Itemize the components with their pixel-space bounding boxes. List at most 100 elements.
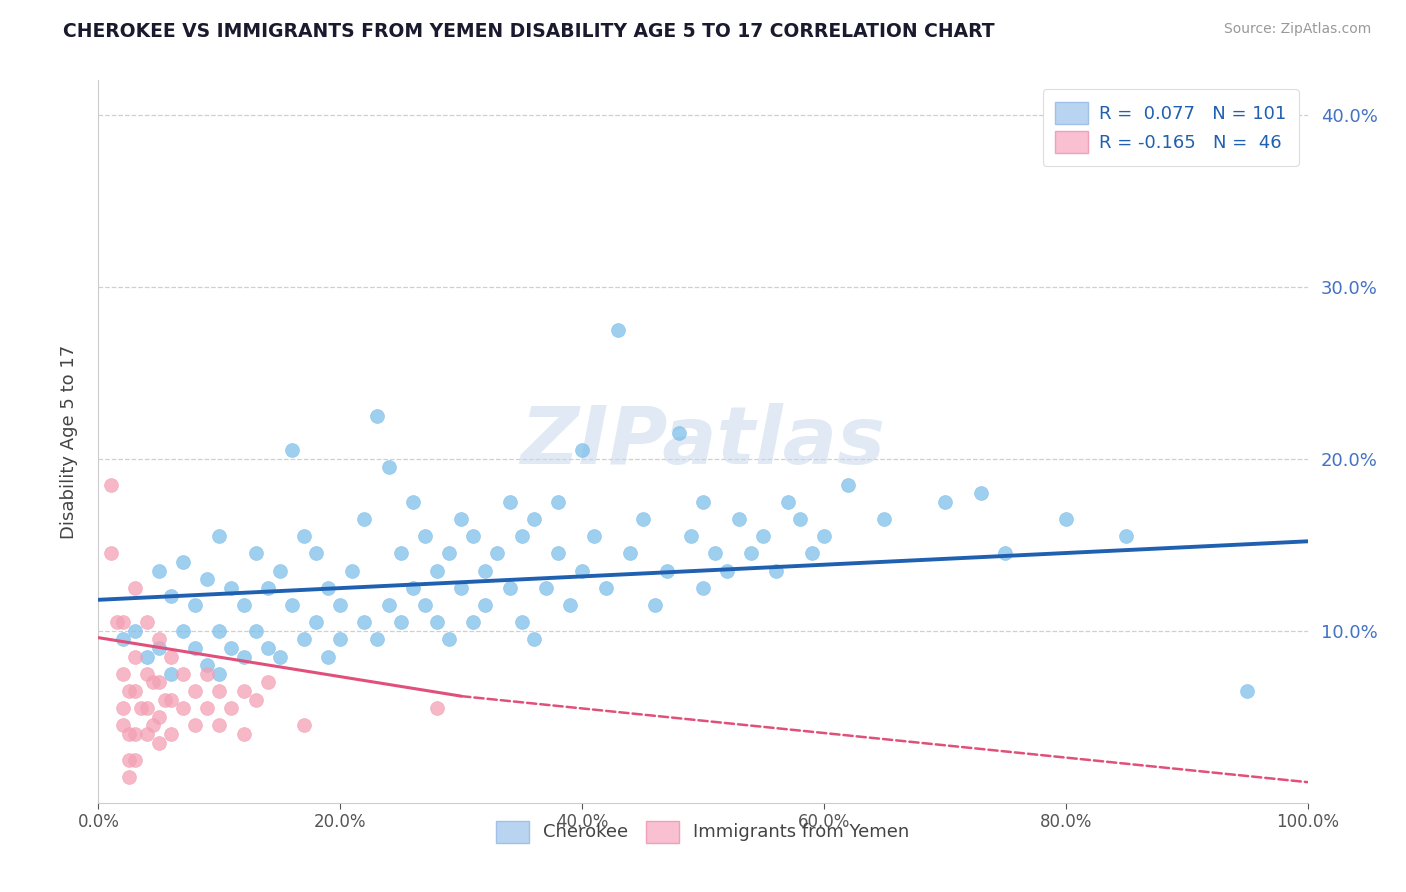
Point <box>124 581 146 595</box>
Text: Source: ZipAtlas.com: Source: ZipAtlas.com <box>1223 22 1371 37</box>
Point <box>184 640 207 655</box>
Text: ZIPatlas: ZIPatlas <box>520 402 886 481</box>
Point <box>142 718 165 732</box>
Point <box>292 718 315 732</box>
Point <box>776 494 799 508</box>
Point <box>124 753 146 767</box>
Point <box>195 572 218 586</box>
Point <box>813 529 835 543</box>
Point <box>994 546 1017 560</box>
Point <box>389 546 412 560</box>
Point <box>437 632 460 647</box>
Point <box>124 649 146 664</box>
Point <box>547 546 569 560</box>
Point <box>148 640 170 655</box>
Point <box>172 666 194 681</box>
Point <box>316 581 339 595</box>
Point <box>595 581 617 595</box>
Point <box>221 701 243 715</box>
Point <box>148 564 170 578</box>
Point <box>172 624 194 638</box>
Point <box>124 624 146 638</box>
Point <box>135 615 157 630</box>
Point <box>148 675 170 690</box>
Point <box>498 581 520 595</box>
Point <box>195 658 218 673</box>
Point <box>510 615 533 630</box>
Point <box>184 598 207 612</box>
Point <box>118 770 141 784</box>
Point <box>135 649 157 664</box>
Point <box>111 701 134 715</box>
Point <box>105 615 128 630</box>
Point <box>100 546 122 560</box>
Point <box>160 666 183 681</box>
Point <box>463 615 485 630</box>
Point <box>129 701 152 715</box>
Point <box>184 684 207 698</box>
Point <box>342 564 364 578</box>
Point <box>668 425 690 440</box>
Point <box>692 581 714 595</box>
Point <box>353 512 375 526</box>
Point <box>547 494 569 508</box>
Point <box>644 598 666 612</box>
Point <box>377 598 399 612</box>
Point <box>184 718 207 732</box>
Point <box>765 564 787 578</box>
Point <box>160 727 183 741</box>
Point <box>245 692 267 706</box>
Point <box>402 494 425 508</box>
Point <box>571 564 593 578</box>
Point <box>256 640 278 655</box>
Point <box>292 632 315 647</box>
Point <box>232 649 254 664</box>
Point <box>208 684 231 698</box>
Point <box>679 529 702 543</box>
Point <box>256 581 278 595</box>
Text: CHEROKEE VS IMMIGRANTS FROM YEMEN DISABILITY AGE 5 TO 17 CORRELATION CHART: CHEROKEE VS IMMIGRANTS FROM YEMEN DISABI… <box>63 22 995 41</box>
Point <box>583 529 606 543</box>
Point <box>292 529 315 543</box>
Point <box>232 598 254 612</box>
Point <box>510 529 533 543</box>
Point <box>426 564 449 578</box>
Point <box>305 546 328 560</box>
Point <box>329 632 352 647</box>
Point <box>100 477 122 491</box>
Point <box>208 718 231 732</box>
Point <box>269 564 291 578</box>
Point <box>221 581 243 595</box>
Point <box>316 649 339 664</box>
Point <box>728 512 751 526</box>
Point <box>118 684 141 698</box>
Point <box>1115 529 1137 543</box>
Point <box>716 564 738 578</box>
Point <box>402 581 425 595</box>
Point <box>377 460 399 475</box>
Point <box>389 615 412 630</box>
Point <box>1054 512 1077 526</box>
Point <box>437 546 460 560</box>
Point <box>160 692 183 706</box>
Point <box>256 675 278 690</box>
Point <box>111 615 134 630</box>
Point <box>111 718 134 732</box>
Point <box>534 581 557 595</box>
Point <box>269 649 291 664</box>
Point <box>281 443 304 458</box>
Point <box>118 753 141 767</box>
Point <box>413 529 436 543</box>
Point <box>245 624 267 638</box>
Point <box>148 632 170 647</box>
Point <box>366 632 388 647</box>
Point <box>498 494 520 508</box>
Point <box>221 640 243 655</box>
Point <box>142 675 165 690</box>
Point <box>1236 684 1258 698</box>
Point <box>135 727 157 741</box>
Point <box>148 710 170 724</box>
Point <box>124 684 146 698</box>
Point <box>450 512 472 526</box>
Point <box>111 632 134 647</box>
